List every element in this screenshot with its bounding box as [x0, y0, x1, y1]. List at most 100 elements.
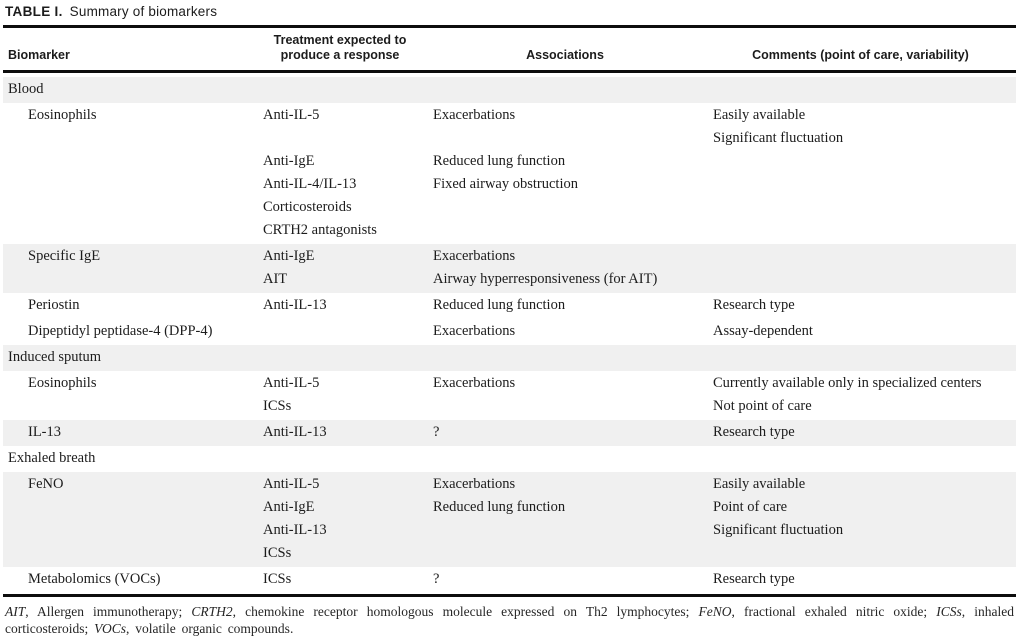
comments-cell	[705, 245, 1016, 291]
cell-line: Exacerbations	[433, 248, 516, 264]
associations-cell: Exacerbations Airway hyperresponsiveness …	[425, 245, 705, 291]
treatment-cell: Anti-IL-5 Anti-IgE Anti-IL-4/IL-13 Cortico…	[255, 104, 425, 242]
table-row: Eosinophils Anti-IL-5 ICSs Exacerbations C…	[3, 371, 1016, 420]
cell-line	[28, 395, 255, 418]
cell-line	[433, 542, 705, 565]
footnote-segment: , fractional exhaled nitric oxide;	[731, 604, 937, 619]
comments-cell: Research type	[705, 421, 1016, 444]
treatment-cell: Anti-IgE AIT	[255, 245, 425, 291]
cell-line: ?	[433, 424, 440, 440]
cell-line: Anti-IL-5	[263, 476, 320, 492]
cell-line: Reduced lung function	[433, 499, 566, 515]
cell-line: ICSs	[263, 545, 292, 561]
biomarker-cell: Periostin	[3, 294, 255, 317]
cell-line: Anti-IL-5	[263, 375, 320, 391]
cell-line: Fixed airway obstruction	[433, 176, 578, 192]
treatment-cell	[255, 320, 425, 343]
cell-line	[433, 219, 705, 242]
cell-line: Anti-IL-13	[263, 297, 327, 313]
associations-cell: Exacerbations	[425, 372, 705, 418]
associations-cell: ?	[425, 568, 705, 591]
biomarker-cell: Metabolomics (VOCs)	[3, 568, 255, 591]
associations-cell: ?	[425, 421, 705, 444]
cell-line: Reduced lung function	[433, 153, 566, 169]
treatment-cell: ICSs	[255, 568, 425, 591]
table-caption: Summary of biomarkers	[69, 4, 218, 19]
table-row: Periostin Anti-IL-13 Reduced lung function…	[3, 293, 1016, 319]
associations-cell: Exacerbations	[425, 320, 705, 343]
cell-line: Eosinophils	[28, 107, 97, 123]
associations-cell: Exacerbations Reduced lung function Fixed…	[425, 104, 705, 242]
cell-line: Periostin	[28, 297, 80, 313]
cell-line: Eosinophils	[28, 375, 97, 391]
cell-line	[28, 219, 255, 242]
section-row: Exhaled breath	[3, 446, 1016, 472]
footnote-segment: , Allergen immunotherapy;	[25, 604, 192, 619]
cell-line	[713, 542, 1016, 565]
cell-line: ?	[433, 571, 440, 587]
cell-line	[713, 268, 1016, 291]
cell-line	[713, 196, 1016, 219]
cell-line	[433, 127, 705, 150]
cell-line: Research type	[713, 571, 795, 587]
treatment-cell: Anti-IL-13	[255, 421, 425, 444]
section-label: Induced sputum	[8, 349, 102, 365]
cell-line	[28, 268, 255, 291]
cell-line	[28, 519, 255, 542]
cell-line: IL-13	[28, 424, 62, 440]
biomarker-cell: Eosinophils	[3, 104, 255, 242]
associations-cell: Reduced lung function	[425, 294, 705, 317]
cell-line	[263, 127, 425, 150]
cell-line	[263, 320, 425, 343]
cell-line	[713, 173, 1016, 196]
table-title: TABLE I. Summary of biomarkers	[3, 0, 1016, 28]
cell-line: AIT	[263, 271, 288, 287]
cell-line: Research type	[713, 297, 795, 313]
cell-line: Dipeptidyl peptidase-4 (DPP-4)	[28, 323, 213, 339]
cell-line: Anti-IL-5	[263, 107, 320, 123]
column-header-row: Biomarker Treatment expected to produce …	[3, 28, 1016, 73]
column-header-treatment-line2: produce a response	[280, 48, 400, 62]
cell-line: Anti-IgE	[263, 499, 315, 515]
table-row: Specific IgE Anti-IgE AIT Exacerbations Air…	[3, 244, 1016, 293]
table-row: FeNO Anti-IL-5 Anti-IgE Anti-IL-13 ICSs Exac…	[3, 472, 1016, 567]
section-row: Induced sputum	[3, 345, 1016, 371]
biomarker-cell: Eosinophils	[3, 372, 255, 418]
cell-line	[713, 219, 1016, 242]
cell-line	[713, 150, 1016, 173]
cell-line: Airway hyperresponsiveness (for AIT)	[433, 271, 658, 287]
cell-line: Currently available only in specialized …	[713, 375, 982, 391]
section-label: Exhaled breath	[8, 450, 96, 466]
associations-cell: Exacerbations Reduced lung function	[425, 473, 705, 565]
cell-line: Exacerbations	[433, 375, 516, 391]
cell-line: Research type	[713, 424, 795, 440]
biomarker-cell: Specific IgE	[3, 245, 255, 291]
cell-line	[28, 127, 255, 150]
cell-line: Anti-IgE	[263, 153, 315, 169]
cell-line: ICSs	[263, 571, 292, 587]
cell-line: Reduced lung function	[433, 297, 566, 313]
comments-cell: Assay-dependent	[705, 320, 1016, 343]
treatment-cell: Anti-IL-13	[255, 294, 425, 317]
table-row: Dipeptidyl peptidase-4 (DPP-4) Exacerbat…	[3, 319, 1016, 345]
biomarker-cell: FeNO	[3, 473, 255, 565]
column-header-comments: Comments (point of care, variability)	[752, 48, 969, 62]
cell-line: Point of care	[713, 499, 788, 515]
cell-line: Specific IgE	[28, 248, 101, 264]
table-row: Eosinophils Anti-IL-5 Anti-IgE Anti-IL-4/…	[3, 103, 1016, 244]
cell-line	[28, 496, 255, 519]
table-body: Blood Eosinophils Anti-IL-5 Anti-IgE Anti-…	[3, 77, 1016, 593]
column-header-biomarker: Biomarker	[8, 48, 70, 62]
abbreviation-term: CRTH2	[191, 604, 233, 619]
comments-cell: Currently available only in specialized …	[705, 372, 1016, 418]
cell-line	[28, 150, 255, 173]
abbreviation-term: AIT	[5, 604, 26, 619]
column-header-associations: Associations	[526, 48, 604, 62]
cell-line	[433, 519, 705, 542]
cell-line: Not point of care	[713, 398, 812, 414]
footnote-segment: , chemokine receptor homologous molecule…	[232, 604, 699, 619]
cell-line: Easily available	[713, 476, 806, 492]
footnote-segment: , inhaled corticosteroids;	[5, 604, 1014, 636]
biomarker-cell: IL-13	[3, 421, 255, 444]
